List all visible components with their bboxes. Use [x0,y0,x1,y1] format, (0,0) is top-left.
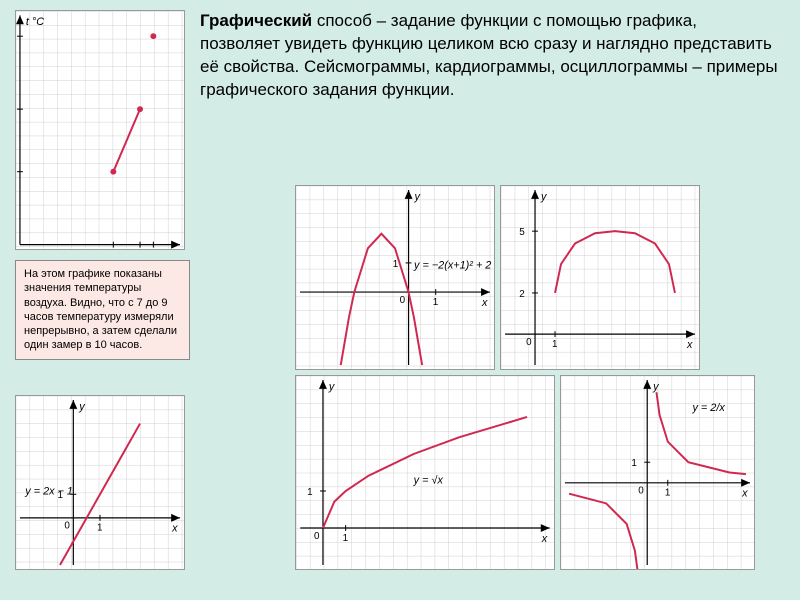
chart-temperature: 0791071320чt °C [15,10,185,250]
temperature-caption: На этом графике показаны значения темпер… [15,260,190,360]
svg-text:y = −2(x+1)² + 2: y = −2(x+1)² + 2 [413,260,491,272]
chart-parabola: 011xyy = −2(x+1)² + 2 [295,185,495,370]
svg-text:x: x [686,339,693,351]
svg-text:y: y [652,381,659,393]
svg-text:1: 1 [343,533,349,544]
chart-hyperbola: 0 1 1 x y y = 2/x [560,375,755,570]
svg-text:1: 1 [552,339,558,350]
svg-text:y = √x: y = √x [413,475,444,487]
svg-text:0: 0 [314,531,320,542]
svg-text:2: 2 [519,289,525,300]
svg-text:0: 0 [526,337,532,348]
chart-linear: 011xyy = 2x − 1 [15,395,185,570]
svg-text:1: 1 [631,458,637,469]
svg-text:y: y [328,381,335,393]
svg-text:y: y [540,191,547,203]
main-description: Графический способ – задание функции с п… [200,10,780,102]
svg-text:1: 1 [665,488,671,499]
svg-text:1: 1 [433,297,439,308]
chart-sqrt: 0 1 1 x y y = √x [295,375,555,570]
svg-text:x: x [741,488,748,500]
svg-text:1: 1 [307,487,313,498]
svg-text:t °C: t °C [26,16,44,28]
svg-text:y = 2x − 1: y = 2x − 1 [24,485,73,497]
svg-text:x: x [481,297,488,309]
svg-text:0: 0 [64,521,70,532]
chart-arc: 0 1 2 5 x y [500,185,700,370]
svg-text:y: y [414,191,421,203]
svg-text:x: x [171,523,178,535]
svg-text:x: x [541,533,548,545]
main-bold: Графический [200,11,312,30]
svg-text:0: 0 [16,248,17,249]
svg-text:0: 0 [400,295,406,306]
svg-text:0: 0 [638,486,644,497]
svg-text:y: y [78,401,85,413]
svg-text:y = 2/x: y = 2/x [691,402,725,414]
svg-text:5: 5 [519,227,525,238]
svg-text:1: 1 [97,523,103,534]
